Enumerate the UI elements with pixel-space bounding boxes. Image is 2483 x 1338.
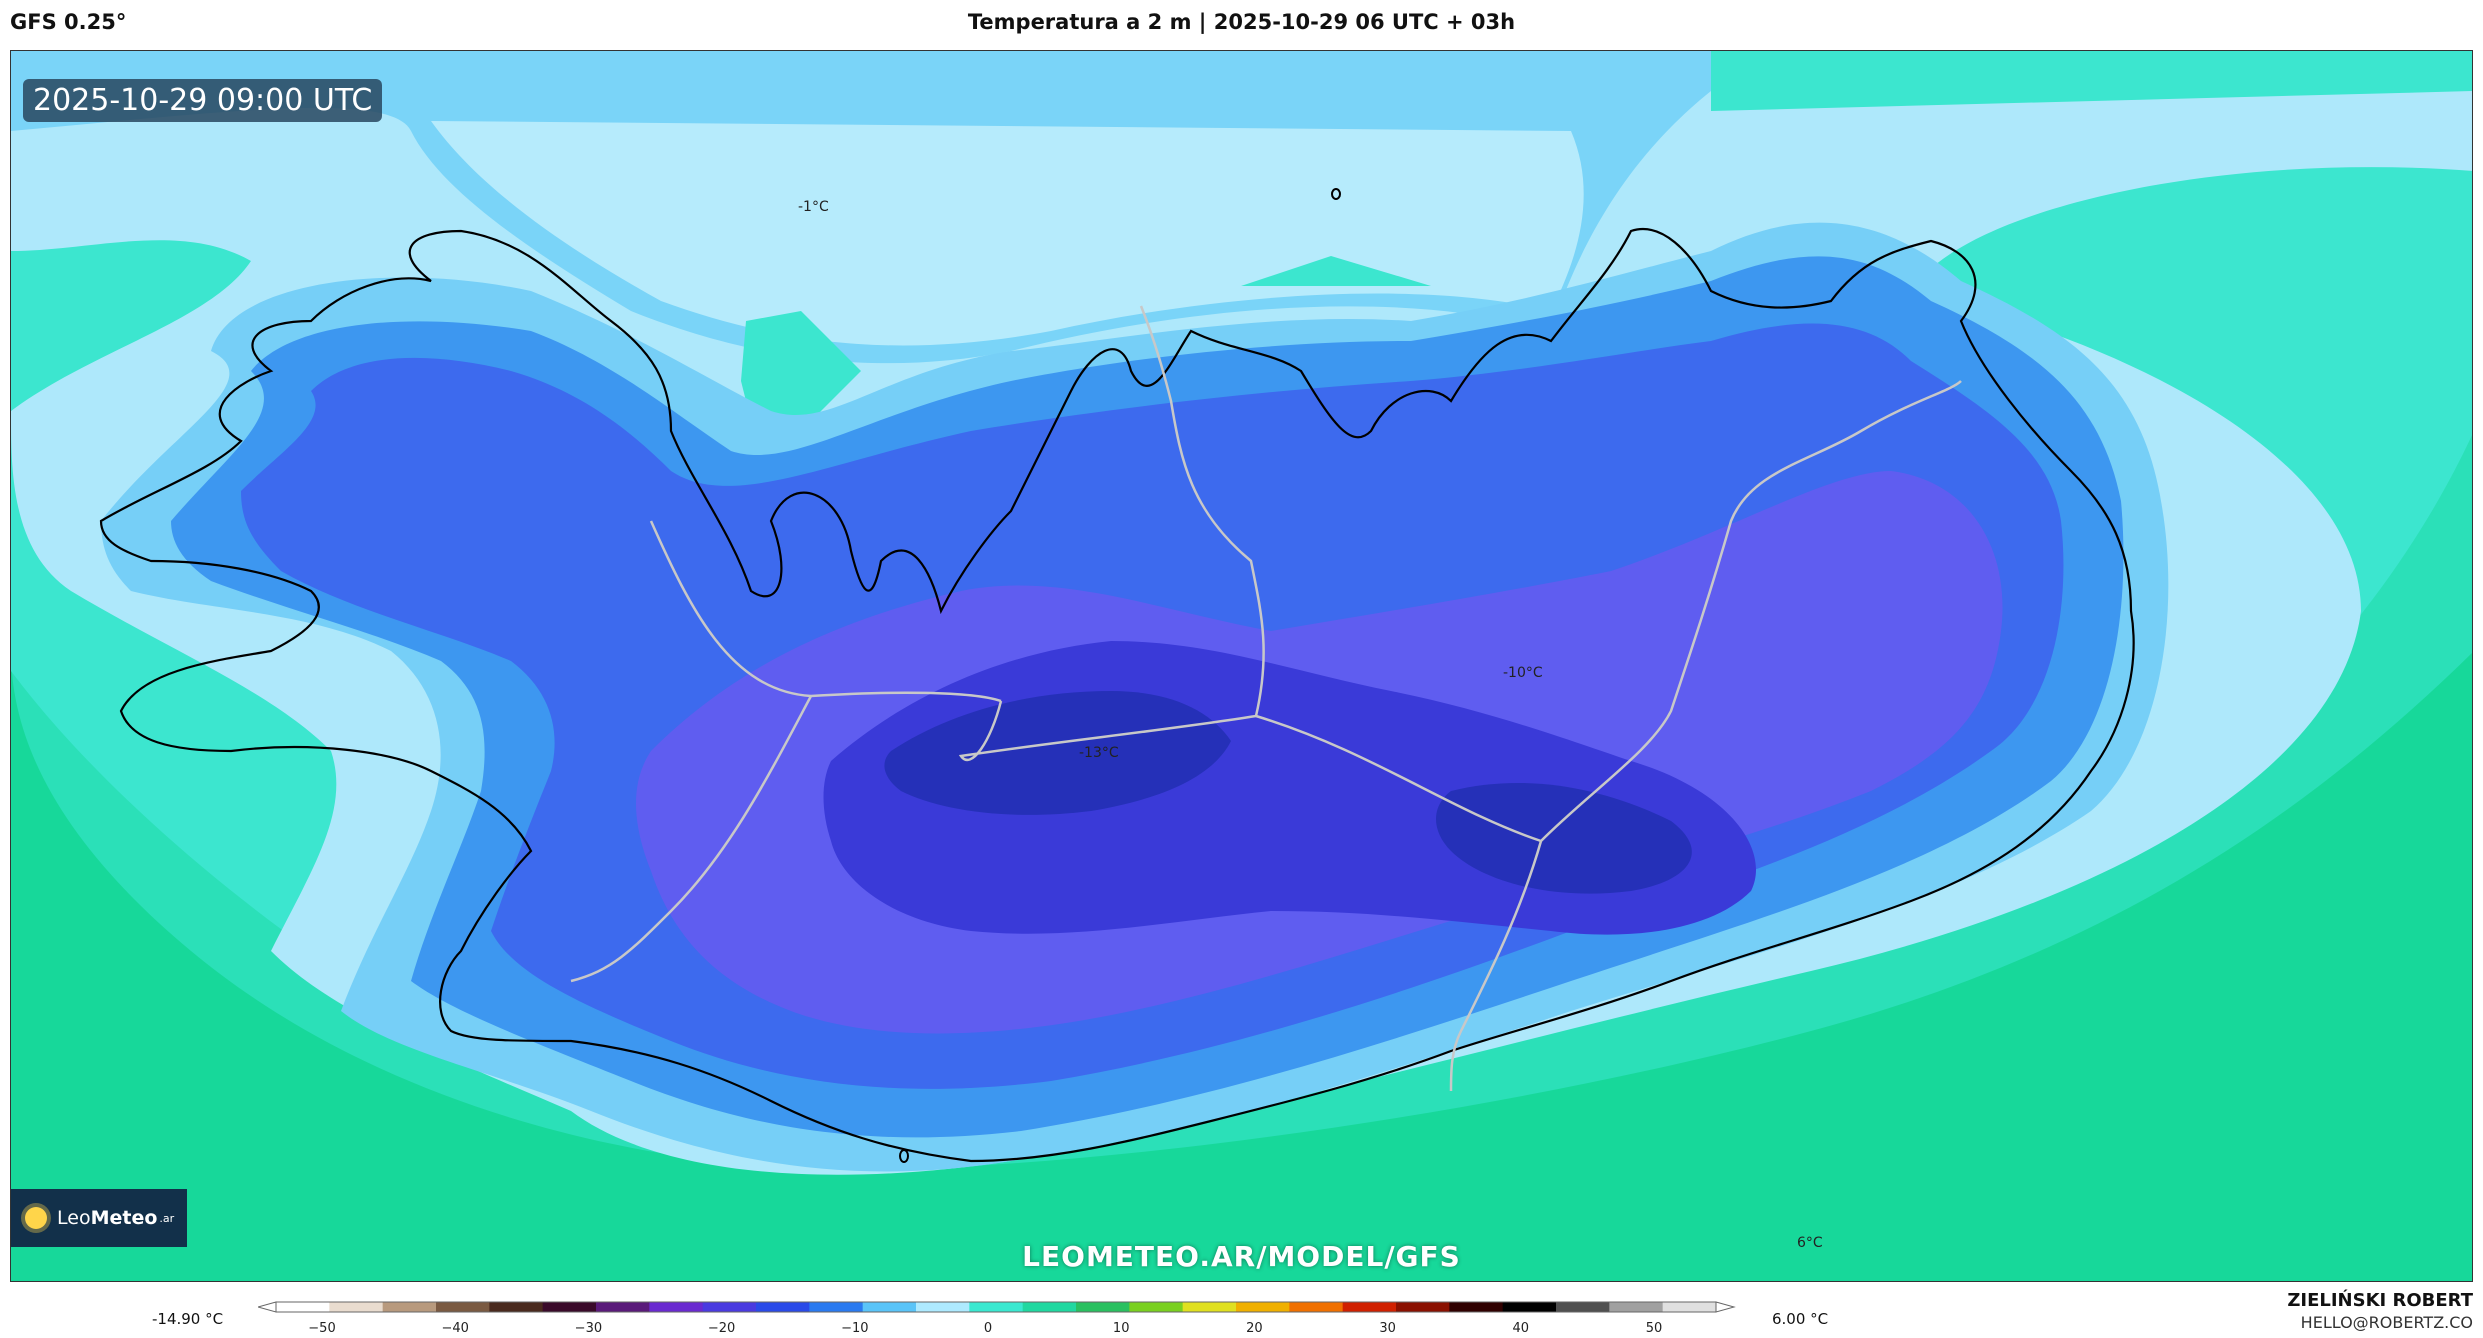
colorbar-segment [916, 1302, 970, 1312]
coastline [99, 228, 2135, 1163]
colorbar-segment [1502, 1302, 1557, 1312]
colorbar-segment [436, 1302, 490, 1312]
colorbar-segment [1076, 1302, 1130, 1312]
temperature-label: -10°C [1503, 665, 1543, 681]
colorbar-segment [1182, 1302, 1237, 1312]
watermark-url: LEOMETEO.AR/MODEL/GFS [1022, 1240, 1461, 1273]
colorbar-segment [756, 1302, 810, 1312]
colorbar-tick-label: −40 [441, 1321, 468, 1336]
model-label: GFS 0.25° [10, 10, 127, 34]
colorbar-tick-label: −50 [308, 1321, 335, 1336]
colorbar-extend-left [258, 1301, 277, 1313]
colorbar-segment [382, 1302, 437, 1312]
logo-suffix: .ar [159, 1211, 175, 1225]
north-coastal-zone [431, 121, 1584, 346]
colorbar-segment [1449, 1302, 1504, 1312]
colorbar-tick-label: 50 [1646, 1321, 1663, 1336]
colorbar-tick-label: 40 [1513, 1321, 1530, 1336]
logo-text-bold: Meteo [90, 1207, 158, 1229]
author-name: ZIELIŃSKI ROBERT [2287, 1290, 2473, 1311]
colorbar-tick-label: 20 [1246, 1321, 1263, 1336]
colorbar-min-label: -14.90 °C [152, 1310, 224, 1328]
colorbar-segment [702, 1302, 757, 1312]
colorbar-max-label: 6.00 °C [1772, 1310, 1829, 1328]
chart-title: Temperatura a 2 m | 2025-10-29 06 UTC + … [967, 10, 1516, 34]
colorbar-tick-label: −30 [575, 1321, 602, 1336]
warm-patch-bay [741, 311, 861, 441]
region-boundaries [570, 305, 1962, 1092]
colorbar-tick-label: 10 [1113, 1321, 1130, 1336]
credit: ZIELIŃSKI ROBERT HELLO@ROBERTZ.CO [2287, 1290, 2473, 1332]
colorbar-segment [1556, 1302, 1610, 1312]
map-canvas [11, 51, 2472, 1281]
colorbar-segment [596, 1302, 650, 1312]
warm-patch-north [1241, 256, 1431, 286]
temperature-label: -1°C [798, 199, 829, 215]
colorbar-outline [275, 1301, 1717, 1313]
sun-icon [25, 1207, 47, 1229]
colorbar-segment [489, 1302, 544, 1312]
colorbar-extend-right [1715, 1301, 1736, 1313]
temperature-label: -13°C [1079, 745, 1119, 761]
colorbar-segment [649, 1302, 704, 1312]
colorbar-segment [276, 1302, 330, 1312]
colorbar: −50 −40 −30 −20 −10 0 10 20 30 40 50 [258, 1301, 1736, 1336]
colorbar-tick-label: −20 [708, 1321, 735, 1336]
colorbar-segment [1662, 1302, 1717, 1312]
colorbar-tick-label: 0 [984, 1321, 992, 1336]
island-small [1331, 188, 1341, 200]
colorbar-segment [1342, 1302, 1397, 1312]
logo-text-light: Leo [57, 1207, 91, 1229]
colorbar-segment [329, 1302, 384, 1312]
temperature-map: 2025-10-29 09:00 UTC -1°C -10°C -13°C 6°… [10, 50, 2473, 1282]
island-south [899, 1149, 909, 1163]
band-6a [884, 691, 1231, 815]
colorbar-segment [1396, 1302, 1450, 1312]
colorbar-segment [1289, 1302, 1344, 1312]
colorbar-segment [969, 1302, 1024, 1312]
colorbar-tick-label: 30 [1379, 1321, 1396, 1336]
colorbar-segment [1022, 1302, 1077, 1312]
colorbar-tick-label: −10 [841, 1321, 868, 1336]
colorbar-segment [1609, 1302, 1664, 1312]
colorbar-segment [809, 1302, 864, 1312]
colorbar-segment [1236, 1302, 1290, 1312]
colorbar-segment [1129, 1302, 1184, 1312]
temperature-label: 6°C [1797, 1235, 1823, 1251]
band-6b [1436, 782, 1692, 894]
leometeo-logo: Leo Meteo .ar [11, 1189, 187, 1247]
colorbar-segment [542, 1302, 597, 1312]
colorbar-segment [862, 1302, 917, 1312]
author-email: HELLO@ROBERTZ.CO [2300, 1313, 2473, 1332]
valid-time-badge: 2025-10-29 09:00 UTC [23, 79, 383, 122]
